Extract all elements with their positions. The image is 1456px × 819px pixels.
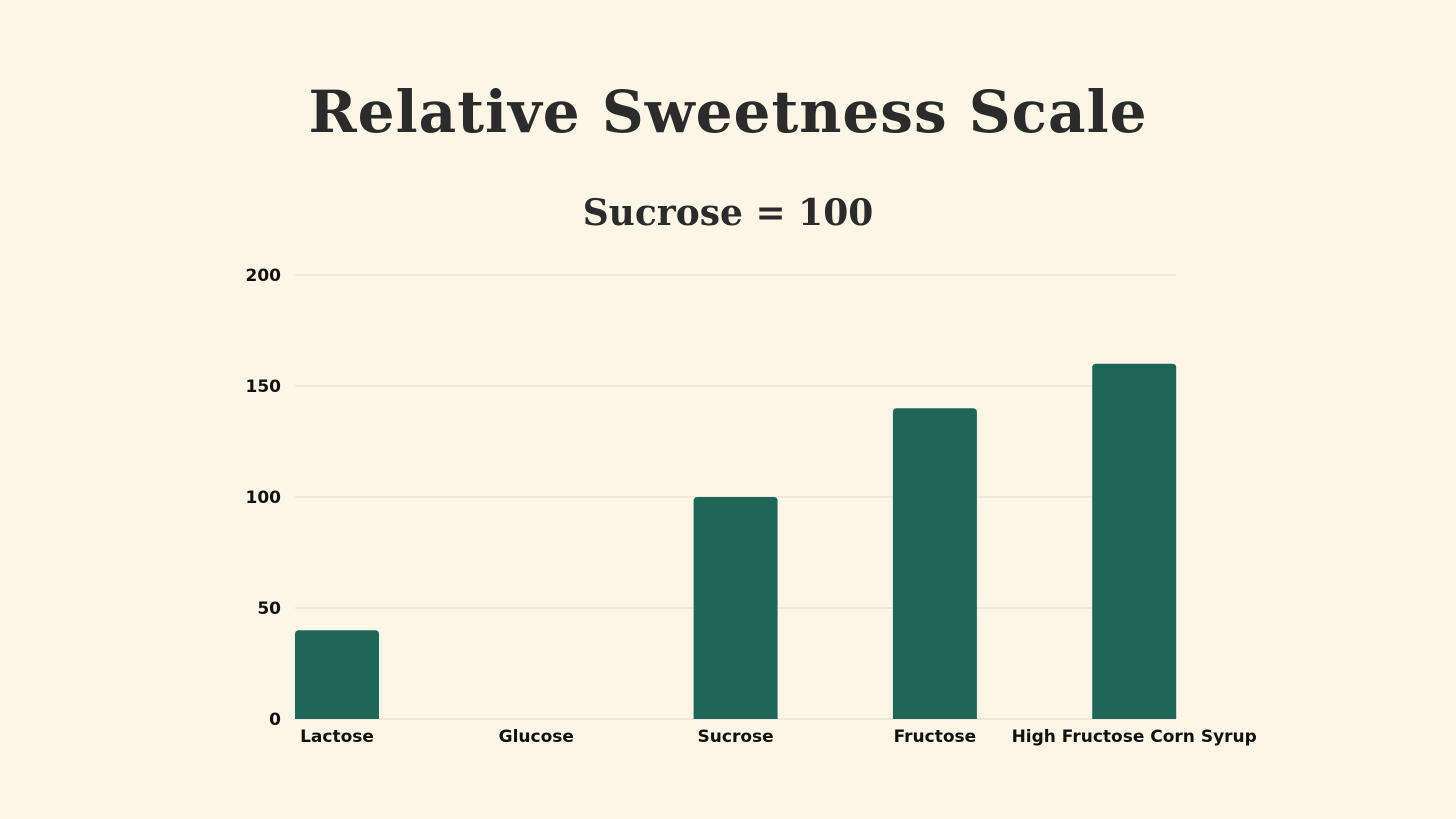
y-tick-label: 200 bbox=[246, 266, 282, 286]
y-axis-ticks: 0 50 100 150 200 bbox=[246, 266, 282, 730]
x-category-label: Glucose bbox=[499, 727, 574, 747]
y-tick-label: 150 bbox=[246, 377, 282, 397]
bar-fructose bbox=[892, 408, 977, 719]
chart-title: Relative Sweetness Scale bbox=[308, 78, 1148, 146]
bar-lactose bbox=[295, 630, 379, 719]
bars bbox=[295, 363, 1177, 719]
x-axis-labels: Lactose Glucose Sucrose Fructose High Fructo… bbox=[300, 727, 1257, 747]
x-category-label: Fructose bbox=[894, 727, 977, 747]
bar-sucrose bbox=[693, 497, 778, 719]
y-tick-label: 0 bbox=[269, 710, 281, 730]
x-category-label: High Fructose Corn Syrup bbox=[1012, 727, 1257, 747]
x-category-label: Sucrose bbox=[698, 727, 774, 747]
x-category-label: Lactose bbox=[300, 727, 374, 747]
bar-high-fructose-corn-syrup bbox=[1092, 363, 1177, 719]
y-tick-label: 100 bbox=[246, 488, 282, 508]
chart-subtitle: Sucrose = 100 bbox=[582, 192, 874, 234]
y-tick-label: 50 bbox=[257, 599, 281, 619]
